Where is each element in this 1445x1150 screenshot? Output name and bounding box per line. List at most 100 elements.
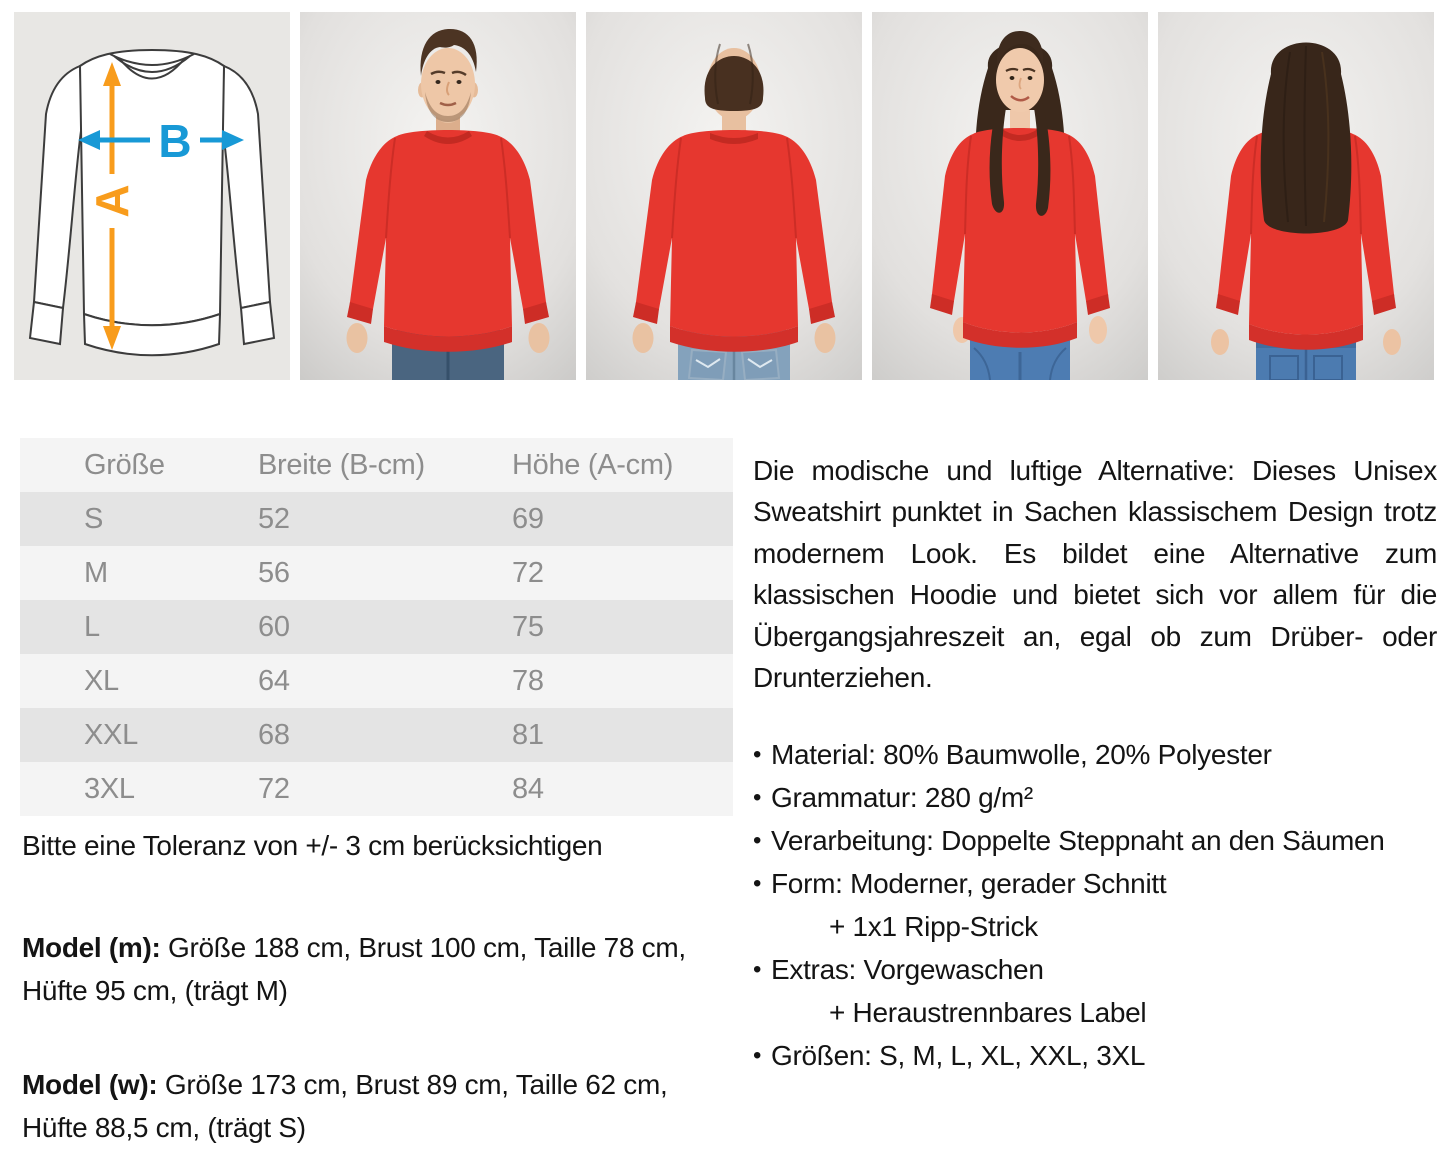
size-table-header-row: Größe Breite (B-cm) Höhe (A-cm) — [20, 438, 733, 492]
model-male-front-photo — [300, 12, 576, 380]
size-table-cell: 56 — [213, 546, 467, 600]
size-table-cell: 69 — [467, 492, 733, 546]
size-table-row: M 56 72 — [20, 546, 733, 600]
model-m-text: Größe 188 cm, Brust 100 cm, Taille 78 cm… — [22, 932, 686, 1007]
size-table: Größe Breite (B-cm) Höhe (A-cm) S 52 69 M 56… — [20, 438, 733, 816]
model-male-front-svg — [300, 12, 576, 380]
bullet-icon: • — [753, 826, 762, 854]
size-table-cell: 78 — [467, 654, 733, 708]
size-table-cell: 81 — [467, 708, 733, 762]
size-table-cell: 60 — [213, 600, 467, 654]
hand — [1211, 329, 1229, 355]
hand — [632, 323, 654, 353]
hand — [1089, 316, 1107, 344]
spec-item: • Verarbeitung: Doppelte Steppnaht an den… — [753, 819, 1437, 862]
size-table-cell: 75 — [467, 600, 733, 654]
size-diagram-svg: A B — [14, 12, 290, 380]
size-table-cell: 3XL — [20, 762, 213, 816]
spec-item: • Extras: Vorgewaschen + Heraustrennbares … — [753, 948, 1437, 1034]
width-arrow-b: B — [78, 115, 244, 167]
size-table-cell: 72 — [467, 546, 733, 600]
size-table-cell: XL — [20, 654, 213, 708]
size-table-row: L 60 75 — [20, 600, 733, 654]
spec-text: Extras: Vorgewaschen + Heraustrennbares L… — [771, 948, 1437, 1034]
spec-text-main: Größen: S, M, L, XL, XXL, 3XL — [771, 1039, 1146, 1071]
bullet-icon: • — [753, 740, 762, 768]
head — [996, 31, 1044, 136]
model-female-front-photo — [872, 12, 1148, 380]
spec-continuation: + Heraustrennbares Label — [829, 996, 1147, 1028]
spec-item: • Grammatur: 280 g/m² — [753, 776, 1437, 819]
size-table-header-groesse: Größe — [20, 438, 213, 492]
product-description: Die modische und luftige Alternative: Di… — [753, 455, 1437, 694]
size-table-cell: 52 — [213, 492, 467, 546]
size-table-row: 3XL 72 84 — [20, 762, 733, 816]
spec-list: • Material: 80% Baumwolle, 20% Polyester •… — [753, 733, 1437, 1077]
spec-text-main: Grammatur: 280 g/m² — [771, 781, 1033, 813]
size-table-cell: 68 — [213, 708, 467, 762]
red-sweatshirt — [347, 130, 549, 352]
hand — [1383, 329, 1401, 355]
bullet-icon: • — [753, 783, 762, 811]
model-w-label: Model (w): — [22, 1068, 158, 1100]
hand — [528, 323, 550, 353]
spec-continuation: + 1x1 Ripp-Strick — [829, 910, 1038, 942]
jeans — [970, 336, 1070, 380]
spec-text: Größen: S, M, L, XL, XXL, 3XL — [771, 1034, 1437, 1077]
size-table-cell: S — [20, 492, 213, 546]
spec-text-main: Extras: Vorgewaschen — [771, 953, 1044, 985]
model-female-back-photo — [1158, 12, 1434, 380]
size-table-header-hoehe: Höhe (A-cm) — [467, 438, 733, 492]
size-table-cell: 64 — [213, 654, 467, 708]
dimension-label-a: A — [86, 184, 138, 217]
spec-text-main: Verarbeitung: Doppelte Steppnaht an den … — [771, 824, 1385, 856]
size-table-cell: 84 — [467, 762, 733, 816]
hair-strand — [989, 100, 1006, 213]
model-female-back-svg — [1158, 12, 1434, 380]
hair-strand — [1034, 100, 1051, 216]
spec-text-main: Form: Moderner, gerader Schnitt — [771, 867, 1167, 899]
size-table-row: S 52 69 — [20, 492, 733, 546]
red-sweatshirt — [633, 130, 835, 352]
bullet-icon: • — [753, 1041, 762, 1069]
spec-text: Grammatur: 280 g/m² — [771, 776, 1437, 819]
head-back — [704, 43, 764, 138]
spec-text-main: Material: 80% Baumwolle, 20% Polyester — [771, 738, 1272, 770]
size-info-column: Größe Breite (B-cm) Höhe (A-cm) S 52 69 M 56… — [20, 438, 733, 1150]
red-sweatshirt — [930, 128, 1110, 348]
product-image-gallery: A B — [0, 0, 1445, 380]
bullet-icon: • — [753, 955, 762, 983]
model-female-front-svg — [872, 12, 1148, 380]
hand — [346, 323, 368, 353]
size-table-header-breite: Breite (B-cm) — [213, 438, 467, 492]
hair-back-view — [1260, 42, 1352, 234]
size-table-cell: 72 — [213, 762, 467, 816]
size-table-row: XXL 68 81 — [20, 708, 733, 762]
model-m-info: Model (m): Größe 188 cm, Brust 100 cm, T… — [22, 926, 733, 1013]
size-table-body: S 52 69 M 56 72 L 60 75 XL 64 78 XXL 68 81 3XL 72 84 — [20, 492, 733, 816]
bullet-icon: • — [753, 869, 762, 897]
description-column: Die modische und luftige Alternative: Di… — [753, 438, 1437, 1150]
dimension-label-b: B — [158, 115, 191, 167]
spec-text: Material: 80% Baumwolle, 20% Polyester — [771, 733, 1437, 776]
model-m-label: Model (m): — [22, 932, 161, 963]
height-arrow-a: A — [86, 62, 138, 350]
model-w-info: Model (w): Größe 173 cm, Brust 89 cm, Ta… — [22, 1063, 733, 1150]
tolerance-note: Bitte eine Toleranz von +/- 3 cm berücks… — [22, 830, 603, 861]
size-table-cell: L — [20, 600, 213, 654]
size-diagram-image: A B — [14, 12, 290, 380]
product-info: Größe Breite (B-cm) Höhe (A-cm) S 52 69 M 56… — [0, 438, 1445, 1150]
spec-text: Form: Moderner, gerader Schnitt + 1x1 Rip… — [771, 862, 1437, 948]
model-male-back-svg — [586, 12, 862, 380]
model-male-back-photo — [586, 12, 862, 380]
spec-text: Verarbeitung: Doppelte Steppnaht an den … — [771, 819, 1437, 862]
spec-item: • Form: Moderner, gerader Schnitt + 1x1 Ri… — [753, 862, 1437, 948]
hand — [814, 323, 836, 353]
size-table-cell: XXL — [20, 708, 213, 762]
spec-item: • Material: 80% Baumwolle, 20% Polyester — [753, 733, 1437, 776]
sweatshirt-sketch — [28, 48, 276, 357]
size-table-row: XL 64 78 — [20, 654, 733, 708]
size-table-cell: M — [20, 546, 213, 600]
model-w-text: Größe 173 cm, Brust 89 cm, Taille 62 cm,… — [22, 1068, 668, 1144]
